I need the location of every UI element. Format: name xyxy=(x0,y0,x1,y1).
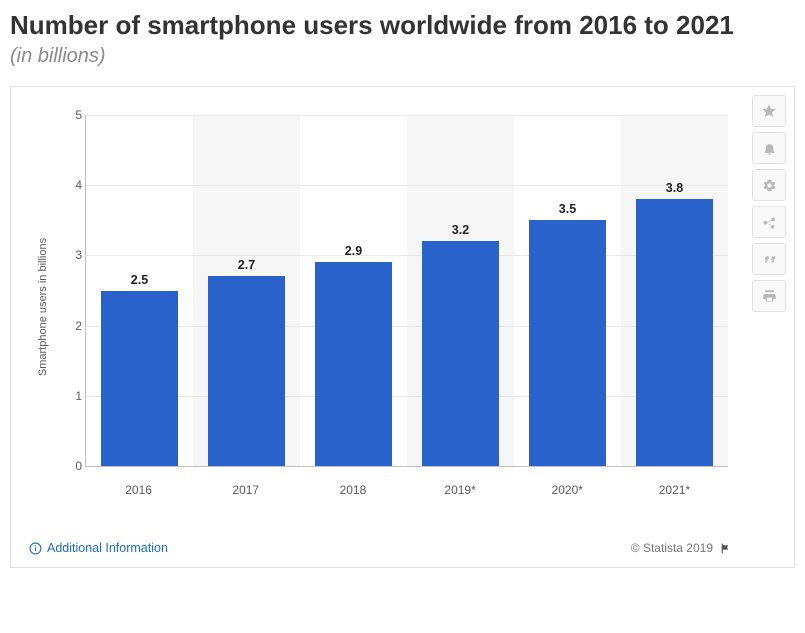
gear-icon xyxy=(762,178,777,193)
info-icon xyxy=(29,542,42,555)
y-axis-label-wrap: Smartphone users in billions xyxy=(29,107,57,507)
bar[interactable]: 2.7 xyxy=(208,276,285,466)
gridline xyxy=(86,326,728,327)
quote-icon xyxy=(762,252,777,267)
star-icon xyxy=(761,103,777,119)
x-tick-label: 2020* xyxy=(514,483,621,497)
bar[interactable]: 2.5 xyxy=(101,291,178,467)
y-tick-label: 1 xyxy=(62,389,82,403)
x-axis-labels: 2016201720182019*2020*2021* xyxy=(85,483,728,497)
bell-icon xyxy=(762,141,777,156)
share-icon xyxy=(762,215,777,230)
x-tick-label: 2018 xyxy=(299,483,406,497)
x-tick-label: 2021* xyxy=(621,483,728,497)
settings-button[interactable] xyxy=(752,169,786,201)
bar-slot: 2.7 xyxy=(193,115,300,466)
bar-slot: 2.5 xyxy=(86,115,193,466)
bar-value-label: 2.5 xyxy=(131,273,148,287)
plot-inner: 2.52.72.93.23.53.8 012345 xyxy=(85,115,728,467)
bar[interactable]: 3.2 xyxy=(422,241,499,466)
bars-container: 2.5 2.7 2.9 3.2 3.5 3.8 xyxy=(86,115,728,466)
chart-title: Number of smartphone users worldwide fro… xyxy=(10,10,795,41)
flag-icon xyxy=(719,542,732,555)
y-axis-label: Smartphone users in billions xyxy=(37,238,49,376)
chart-plot: 2.52.72.93.23.53.8 012345 20162017201820… xyxy=(57,107,732,507)
chart-area: Smartphone users in billions 2.5 2.7 2.9 3.… xyxy=(29,107,732,507)
gridline xyxy=(86,185,728,186)
bar[interactable]: 3.5 xyxy=(529,220,606,466)
y-tick-label: 5 xyxy=(62,108,82,122)
gridline xyxy=(86,396,728,397)
favorite-button[interactable] xyxy=(752,95,786,127)
notify-button[interactable] xyxy=(752,132,786,164)
gridline xyxy=(86,255,728,256)
y-tick-label: 2 xyxy=(62,319,82,333)
bar-slot: 3.5 xyxy=(514,115,621,466)
print-button[interactable] xyxy=(752,280,786,312)
bar-value-label: 3.8 xyxy=(666,181,683,195)
bar[interactable]: 2.9 xyxy=(315,262,392,466)
credit-text: © Statista 2019 xyxy=(631,541,713,555)
bar[interactable]: 3.8 xyxy=(636,199,713,466)
chart-actions xyxy=(752,95,786,312)
chart-footer: Additional Information © Statista 2019 xyxy=(29,535,732,555)
gridline xyxy=(86,115,728,116)
x-tick-label: 2019* xyxy=(407,483,514,497)
bar-slot: 3.2 xyxy=(407,115,514,466)
bar-slot: 3.8 xyxy=(621,115,728,466)
chart-subtitle: (in billions) xyxy=(10,45,795,68)
x-tick-label: 2016 xyxy=(85,483,192,497)
additional-info-label: Additional Information xyxy=(47,541,168,555)
additional-info-link[interactable]: Additional Information xyxy=(29,541,168,555)
bar-slot: 2.9 xyxy=(300,115,407,466)
print-icon xyxy=(762,289,777,304)
chart-credit: © Statista 2019 xyxy=(631,541,732,555)
bar-value-label: 3.5 xyxy=(559,202,576,216)
cite-button[interactable] xyxy=(752,243,786,275)
bar-value-label: 2.7 xyxy=(238,258,255,272)
bar-value-label: 3.2 xyxy=(452,223,469,237)
bar-value-label: 2.9 xyxy=(345,244,362,258)
y-tick-label: 4 xyxy=(62,178,82,192)
x-tick-label: 2017 xyxy=(192,483,299,497)
y-tick-label: 0 xyxy=(62,459,82,473)
chart-card: Smartphone users in billions 2.5 2.7 2.9 3.… xyxy=(10,86,795,568)
share-button[interactable] xyxy=(752,206,786,238)
y-tick-label: 3 xyxy=(62,248,82,262)
